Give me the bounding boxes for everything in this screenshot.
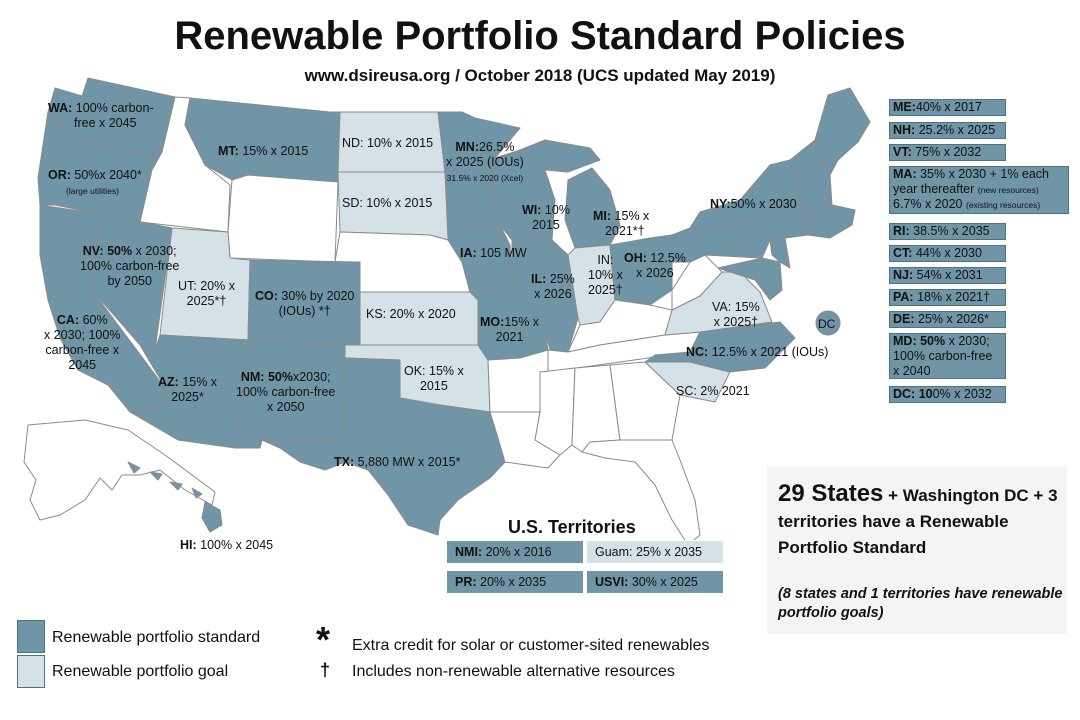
state-ak <box>23 419 216 521</box>
label-oh: OH: 12.5% x 2026 <box>624 251 686 280</box>
label-hi: HI: 100% x 2045 <box>180 538 274 552</box>
legend-goal-label: Renewable portfolio goal <box>52 663 229 680</box>
ne-box-dc: DC: 100% x 2032 <box>889 386 1006 403</box>
label-nm: NM: 50%x2030; 100% carbon-free x 2050 <box>236 370 336 414</box>
label-sd: SD: 10% x 2015 <box>342 196 433 210</box>
state-ma-ct-ri <box>799 199 856 239</box>
state-hi-2 <box>149 471 163 481</box>
state-tx[interactable] <box>261 357 506 536</box>
label-mn: MN:26.5% x 2025 (IOUs) 31.5% x 2020 (Xcel) <box>446 140 524 183</box>
state-ga <box>609 361 681 441</box>
legend-dagger-icon: † <box>320 660 331 680</box>
ne-box-nh: NH: 25.2% x 2025 <box>889 122 1006 139</box>
label-in: IN: 10% x 2025† <box>588 253 623 297</box>
territory-pr: PR: 20% x 2035 <box>446 570 584 594</box>
label-co: CO: 30% by 2020 (IOUs) *† <box>255 289 355 318</box>
label-ny: NY:50% x 2030 <box>710 197 797 211</box>
summary-text: 29 States + Washington DC + 3 territorie… <box>778 480 1058 558</box>
state-nj <box>769 237 791 269</box>
summary-panel <box>767 466 1067 634</box>
label-va: VA: 15% x 2025† <box>712 300 760 329</box>
label-sc: SC: 2% 2021 <box>676 384 750 398</box>
ne-box-me: ME:40% x 2017 <box>889 99 1006 116</box>
label-nc: NC: 12.5% x 2021 (IOUs) <box>686 345 829 359</box>
state-pa <box>671 221 771 263</box>
state-ar <box>487 349 549 413</box>
state-hi-5 <box>201 501 223 533</box>
label-tx: TX: 5,880 MW x 2015* <box>334 455 461 469</box>
territory-usvi: USVI: 30% x 2025 <box>586 570 724 594</box>
ne-box-ct: CT: 44% x 2030 <box>889 245 1006 262</box>
state-wy <box>227 174 339 263</box>
state-fl <box>581 439 701 546</box>
state-hi-3 <box>169 481 183 491</box>
label-mo: MO:15% x 2021 <box>480 315 540 344</box>
ne-box-md: MD: 50% x 2030; 100% carbon-free x 2040 <box>889 333 1006 379</box>
label-ia: IA: 105 MW <box>460 246 527 260</box>
state-mi-up <box>519 139 601 173</box>
territory-guam: Guam: 25% x 2035 <box>586 540 724 564</box>
state-nc[interactable] <box>644 321 796 373</box>
label-ut: UT: 20% x 2025*† <box>178 279 235 308</box>
state-md-de <box>717 257 783 301</box>
label-ca: CA: 60% x 2030; 100% carbon-free x 2045 <box>44 313 121 372</box>
ne-box-nj: NJ: 54% x 2031 <box>889 267 1006 284</box>
page-subtitle: www.dsireusa.org / October 2018 (UCS upd… <box>304 66 776 85</box>
page-title: Renewable Portfolio Standard Policies <box>174 14 906 58</box>
legend-standard-label: Renewable portfolio standard <box>52 629 261 646</box>
label-or: OR: 50%x 2040* (large utilities) <box>48 168 142 196</box>
ne-box-ri: RI: 38.5% x 2035 <box>889 223 1006 240</box>
legend-standard-swatch <box>17 620 45 653</box>
label-ok: OK: 15% x 2015 <box>404 364 464 393</box>
label-wi: WI: 10% 2015 <box>522 203 570 232</box>
label-il: IL: 25% x 2026 <box>531 272 575 301</box>
label-dc: DC <box>818 317 836 331</box>
state-hi-4 <box>191 487 203 499</box>
label-wa: WA: 100% carbon-free x 2045 <box>48 101 154 130</box>
ne-box-pa: PA: 18% x 2021† <box>889 289 1006 306</box>
legend-asterisk-icon: * <box>316 619 331 660</box>
state-hi-1 <box>127 461 141 474</box>
state-mi[interactable] <box>564 167 621 249</box>
territories-title: U.S. Territories <box>508 517 636 537</box>
label-az: AZ: 15% x 2025* <box>158 375 218 404</box>
label-nv: NV: 50% x 2030; 100% carbon-free by 2050 <box>80 244 180 288</box>
summary-note: (8 states and 1 territories have renewab… <box>778 586 1063 621</box>
legend-asterisk-label: Extra credit for solar or customer-sited… <box>352 637 710 654</box>
legend-dagger-label: Includes non-renewable alternative resou… <box>352 663 675 680</box>
label-mi: MI: 15% x 2021*† <box>593 209 650 238</box>
label-nd: ND: 10% x 2015 <box>342 136 434 150</box>
label-mt: MT: 15% x 2015 <box>218 144 309 158</box>
state-me <box>814 87 871 176</box>
label-ks: KS: 20% x 2020 <box>366 307 456 321</box>
territory-nmi: NMI: 20% x 2016 <box>446 540 584 564</box>
ne-box-de: DE: 25% x 2026* <box>889 311 1006 328</box>
legend-goal-swatch <box>17 655 45 688</box>
ne-box-ma: MA: 35% x 2030 + 1% each year thereafter … <box>889 166 1069 214</box>
state-ms <box>534 367 576 456</box>
ne-box-vt: VT: 75% x 2032 <box>889 144 1006 161</box>
dc-marker[interactable] <box>815 310 841 336</box>
